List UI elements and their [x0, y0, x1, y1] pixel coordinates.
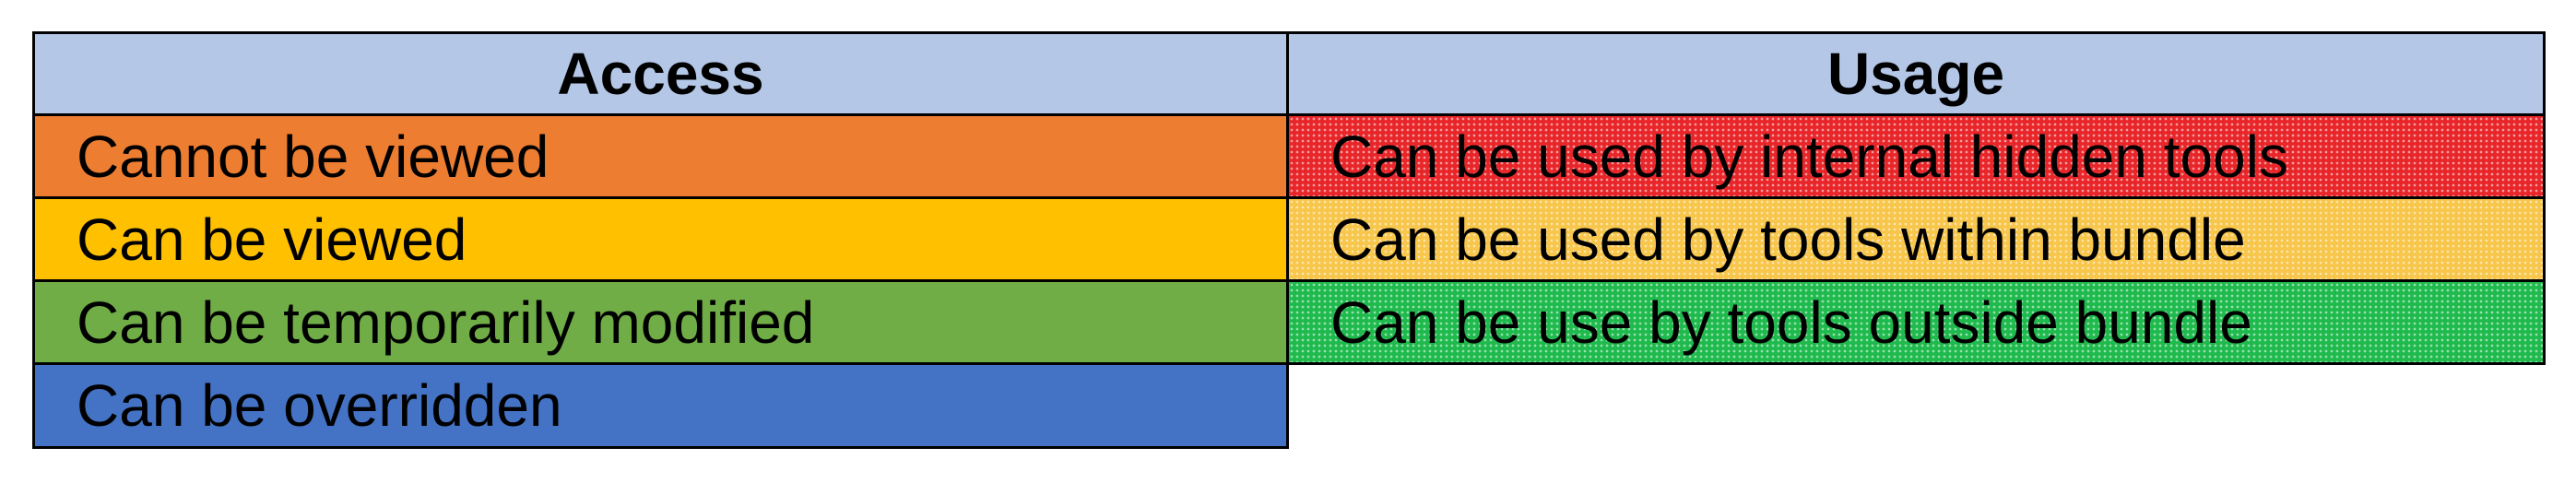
access-row-label: Can be temporarily modified: [77, 289, 815, 356]
access-header: Access: [32, 31, 1289, 116]
usage-row-label: Can be used by internal hidden tools: [1330, 123, 2288, 190]
usage-row-label: Can be used by tools within bundle: [1330, 206, 2246, 273]
access-row-label: Can be overridden: [77, 372, 562, 439]
permissions-legend-table: Access Usage Cannot be viewed Can be vie…: [32, 31, 2546, 449]
access-header-label: Access: [557, 41, 764, 107]
usage-header: Usage: [1286, 31, 2546, 116]
usage-row-tools-within-bundle: Can be used by tools within bundle: [1286, 196, 2546, 282]
access-row-can-be-overridden: Can be overridden: [32, 362, 1289, 449]
access-row-label: Cannot be viewed: [77, 123, 549, 190]
access-row-cannot-be-viewed: Cannot be viewed: [32, 113, 1289, 199]
usage-row-internal-hidden-tools: Can be used by internal hidden tools: [1286, 113, 2546, 199]
access-row-label: Can be viewed: [77, 206, 467, 273]
access-row-can-be-temporarily-modified: Can be temporarily modified: [32, 279, 1289, 365]
access-row-can-be-viewed: Can be viewed: [32, 196, 1289, 282]
usage-row-tools-outside-bundle: Can be use by tools outside bundle: [1286, 279, 2546, 365]
usage-header-label: Usage: [1826, 41, 2005, 107]
usage-row-label: Can be use by tools outside bundle: [1330, 289, 2252, 356]
